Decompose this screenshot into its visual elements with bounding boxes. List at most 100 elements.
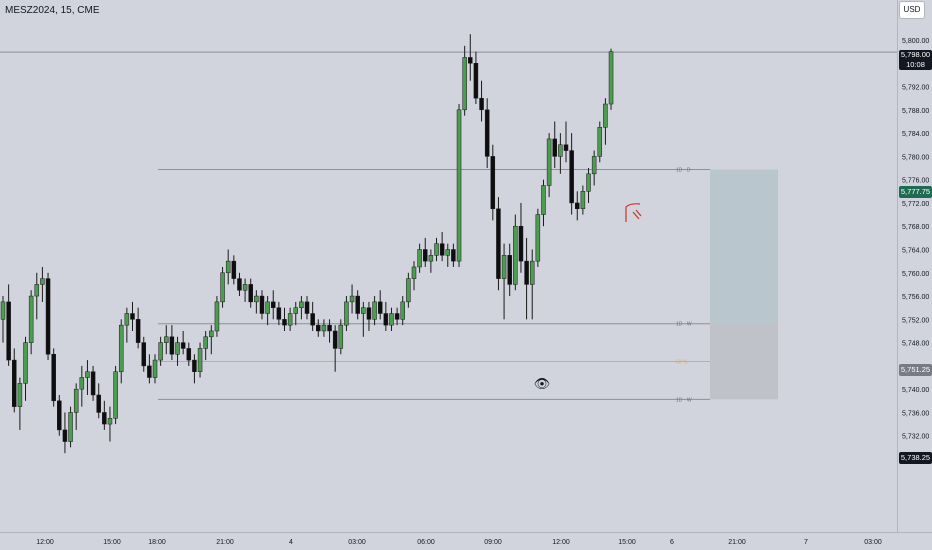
candle-body-bull — [40, 278, 45, 285]
candle-body-bear — [135, 319, 141, 343]
candle-body-bull — [591, 156, 597, 175]
candle-body-bear — [355, 295, 360, 314]
time-tick-label: 18:00 — [148, 539, 166, 546]
bar-countdown: 10:08 — [906, 60, 925, 69]
candle-body-bear — [192, 359, 197, 372]
candle-body-bull — [203, 336, 208, 349]
candle-body-bull — [164, 336, 169, 343]
price-tick-label: 5,748.00 — [902, 341, 929, 348]
candle-body-bear — [90, 371, 96, 396]
candle-body-bull — [462, 57, 467, 111]
candle-body-bull — [372, 301, 377, 320]
candle-body-bull — [546, 138, 552, 186]
candle-body-bull — [445, 249, 451, 256]
time-tick-label: 06:00 — [417, 539, 435, 546]
level-high-tag: 5,777.75 — [899, 186, 932, 198]
level-low-tag: 5,738.25 — [899, 452, 932, 464]
candle-body-bull — [23, 342, 28, 384]
last-price-tag: 5,798.00 10:08 — [899, 50, 932, 70]
candle-body-bull — [68, 412, 73, 442]
time-tick-label: 12:00 — [552, 539, 570, 546]
candle-body-bear — [310, 313, 315, 326]
candle-body-bear — [377, 301, 383, 314]
candle-body-bull — [428, 255, 434, 262]
price-tick-label: 5,800.00 — [902, 38, 929, 45]
candle-body-bull — [321, 324, 327, 332]
level-label-mid: 1D · W — [676, 322, 692, 328]
candle-body-bear — [237, 278, 242, 291]
candle-body-bull — [456, 109, 462, 262]
candle-body-bull — [434, 243, 439, 256]
candle-body-bear — [270, 301, 276, 308]
candle-body-bear — [102, 412, 107, 425]
price-tick-label: 5,776.00 — [902, 178, 929, 185]
candle-body-bull — [389, 313, 394, 326]
candle-body-bear — [575, 202, 580, 210]
candle-body-bull — [107, 418, 113, 425]
candle-body-bull — [242, 284, 248, 291]
candle-body-bull — [293, 307, 299, 314]
candle-body-bull — [214, 301, 220, 332]
candle-body-bear — [259, 295, 265, 314]
candle-body-bear — [276, 307, 282, 320]
candle-body-bull — [118, 324, 124, 372]
candle-body-bull — [541, 185, 546, 215]
candle-body-bull — [529, 260, 535, 285]
candle-body-bull — [299, 301, 304, 308]
candle-body-bear — [490, 156, 496, 210]
candle-body-bear — [451, 249, 456, 262]
candle-body-bull — [513, 225, 518, 285]
candle-body-bull — [608, 51, 614, 105]
candle-body-bear — [524, 260, 529, 285]
candle-body-bear — [439, 243, 445, 256]
arrow-doodle-icon — [625, 203, 641, 222]
candle-body-bull — [411, 266, 417, 279]
level-label-high: 1D · D — [676, 167, 691, 173]
candle-body-bear — [383, 313, 389, 326]
eye-annotation: 👁 — [534, 376, 551, 391]
time-tick-label: 03:00 — [348, 539, 366, 546]
candle-body-bear — [62, 429, 68, 442]
candle-body-bull — [344, 301, 349, 326]
arrow-doodle-marks-icon — [632, 209, 642, 220]
symbol-title[interactable]: MESZ2024, 15, CME — [5, 5, 100, 16]
candle-body-bear — [507, 255, 512, 285]
candle-body-bull — [17, 383, 23, 407]
candle-body-bear — [484, 109, 490, 157]
candle-body-bull — [558, 144, 563, 157]
last-price-value: 5,798.00 — [900, 50, 931, 59]
candle-body-bear — [130, 313, 135, 320]
price-tick-label: 5,768.00 — [902, 224, 929, 231]
candle-body-bear — [248, 284, 253, 303]
candle-body-bear — [563, 144, 569, 151]
candle-body-bear — [180, 342, 186, 349]
candle-body-bear — [12, 359, 17, 407]
price-tick-label: 5,764.00 — [902, 248, 929, 255]
target-zone-lower[interactable] — [710, 323, 778, 400]
candle-body-bear — [96, 394, 101, 413]
candle-body-bear — [147, 365, 152, 378]
candle-body-bull — [85, 371, 90, 378]
candle-body-bull — [158, 342, 163, 361]
price-tick-label: 5,752.00 — [902, 317, 929, 324]
time-tick-label: 09:00 — [484, 539, 502, 546]
candle-body-bull — [338, 324, 344, 349]
candle-body-bull — [197, 348, 203, 372]
target-zone-upper[interactable] — [710, 169, 778, 324]
price-tick-label: 5,756.00 — [902, 294, 929, 301]
time-tick-label: 12:00 — [36, 539, 54, 546]
currency-button[interactable]: USD — [899, 1, 925, 19]
candle-body-bull — [400, 301, 405, 320]
candle-body-bull — [501, 255, 507, 279]
candle-body-bear — [569, 150, 574, 204]
candle-body-bull — [209, 330, 214, 338]
level-mid-tag: 5,751.25 — [899, 364, 932, 376]
time-tick-label: 03:00 — [864, 539, 882, 546]
candle-body-bull — [361, 307, 366, 314]
candle-body-bear — [304, 301, 310, 314]
candle-body-bear — [316, 324, 321, 332]
time-tick-label: 7 — [804, 539, 808, 546]
candle-body-bear — [51, 354, 56, 402]
candle-body-bull — [580, 191, 586, 210]
